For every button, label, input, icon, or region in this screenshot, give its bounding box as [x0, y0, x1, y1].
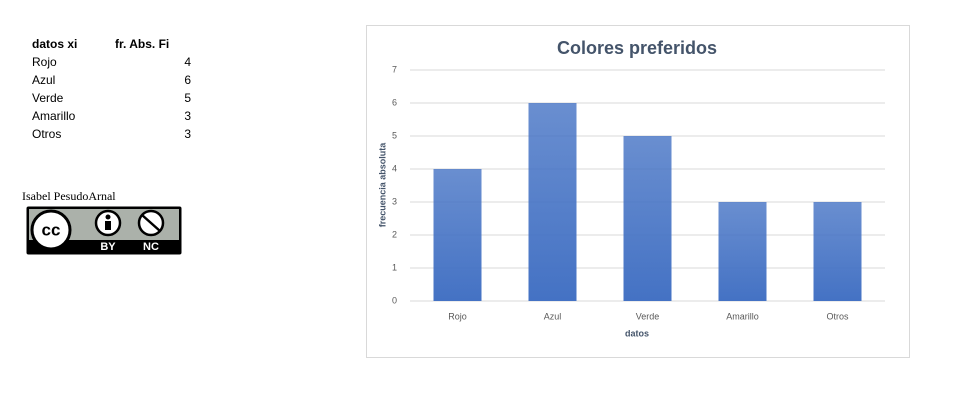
bar	[718, 202, 767, 301]
x-tick-label: Verde	[636, 311, 660, 321]
nc-label: NC	[143, 241, 159, 253]
row-label: Rojo	[32, 55, 57, 69]
row-label: Otros	[32, 127, 62, 141]
row-label: Azul	[32, 73, 56, 87]
row-label: Verde	[32, 91, 64, 105]
bar	[433, 169, 482, 301]
cc-badge: cc BY NC	[26, 206, 182, 255]
x-tick-label: Amarillo	[726, 311, 759, 321]
x-tick-label: Otros	[826, 311, 849, 321]
x-axis-label: datos	[625, 328, 649, 338]
y-tick-label: 0	[392, 295, 397, 305]
by-head	[105, 214, 111, 220]
header-cell: fr. Abs. Fi	[115, 37, 170, 51]
row-value: 5	[184, 91, 191, 105]
y-tick-label: 2	[392, 229, 397, 239]
bar	[528, 103, 577, 301]
y-tick-label: 1	[392, 262, 397, 272]
by-body	[105, 221, 111, 230]
row-label: Amarillo	[32, 109, 76, 123]
row-value: 3	[184, 109, 191, 123]
by-label: BY	[100, 241, 116, 253]
y-tick-label: 6	[392, 97, 397, 107]
x-tick-label: Azul	[544, 311, 562, 321]
cc-circle	[30, 209, 72, 251]
nc-slash	[141, 214, 161, 232]
x-tick-label: Rojo	[448, 311, 467, 321]
bar	[813, 202, 862, 301]
header-cell: datos xi	[32, 37, 78, 51]
y-tick-label: 4	[392, 163, 397, 173]
row-value: 4	[184, 55, 191, 69]
chart-title: Colores preferidos	[557, 38, 717, 58]
cc-text: cc	[42, 220, 61, 239]
row-value: 3	[184, 127, 191, 141]
bar	[623, 136, 672, 301]
y-tick-label: 3	[392, 196, 397, 206]
y-tick-label: 7	[392, 64, 397, 74]
row-value: 6	[184, 73, 191, 87]
y-axis-label: frecuencia absoluta	[377, 142, 387, 228]
y-tick-label: 5	[392, 130, 397, 140]
author: Isabel PesudoArnal	[22, 189, 116, 203]
